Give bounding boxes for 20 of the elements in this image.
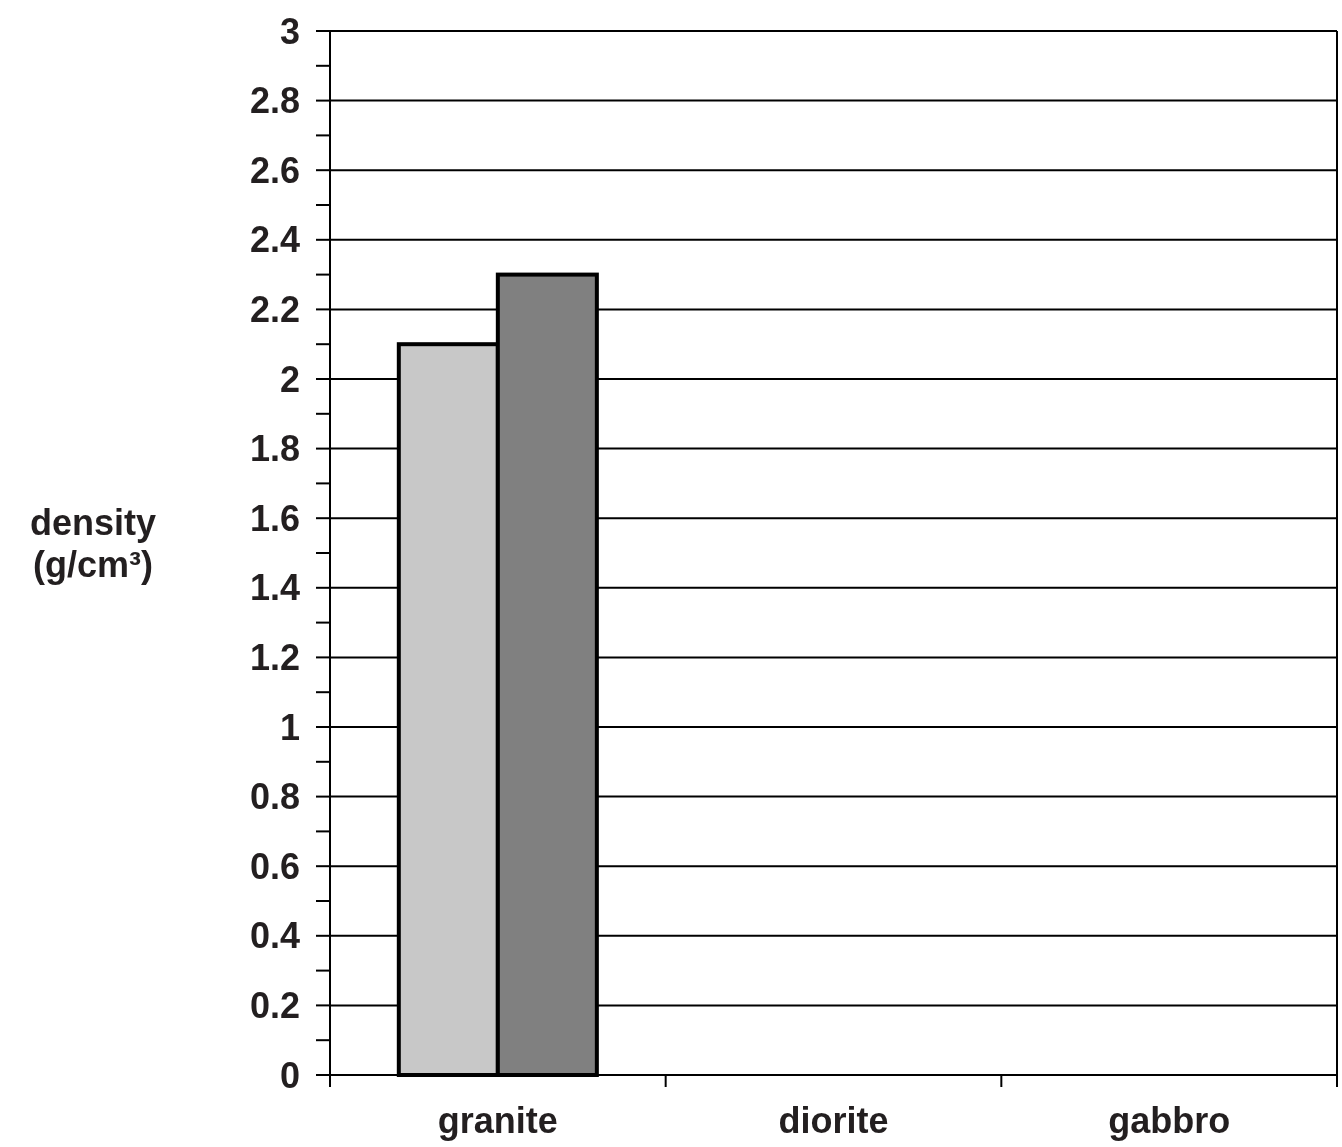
y-tick-label: 2 [279, 358, 300, 400]
y-tick-label: 3 [279, 10, 300, 52]
x-tick-label: granite [437, 1100, 558, 1141]
x-tick-label: diorite [778, 1100, 889, 1141]
y-tick-label: 1 [279, 706, 300, 748]
y-tick-label: 1.4 [249, 567, 300, 609]
y-tick-label: 0.4 [249, 915, 300, 957]
y-tick-label: 2.4 [249, 219, 300, 261]
y-tick-label: 0.2 [249, 985, 300, 1026]
y-tick-label: 1.8 [249, 428, 300, 470]
y-tick-label: 2.6 [249, 149, 300, 191]
y-axis-title: density (g/cm³) [29, 502, 157, 585]
x-tick-label: gabbro [1108, 1100, 1231, 1141]
y-tick-label: 1.2 [249, 637, 300, 678]
y-tick-label: 1.6 [249, 497, 300, 539]
y-tick-label: 0.6 [249, 845, 300, 887]
y-tick-label: 0.8 [249, 776, 300, 818]
y-tick-label: 2.2 [249, 289, 300, 330]
y-tick-label: 2.8 [249, 80, 300, 122]
y-tick-label: 0 [279, 1054, 300, 1096]
